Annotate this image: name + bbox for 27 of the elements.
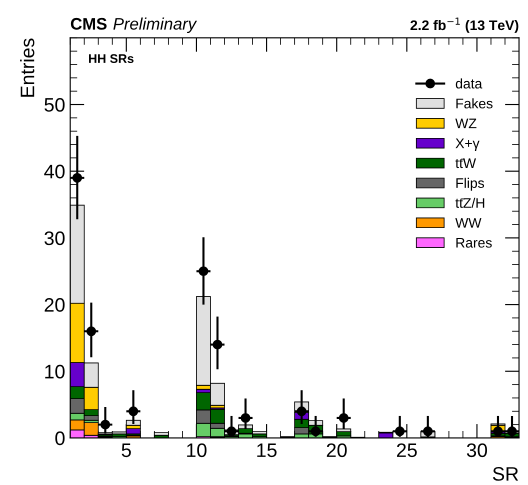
y-tick-label: 40	[44, 164, 65, 178]
y-axis-title: Entries	[20, 38, 34, 97]
y-tick-label: 0	[55, 431, 65, 446]
y-tick-label: 30	[44, 231, 65, 246]
legend-label: WZ	[455, 118, 476, 128]
x-tick-label: 5	[122, 444, 131, 458]
legend-label: Flips	[456, 178, 484, 191]
annotation: HH SRs	[89, 54, 134, 64]
x-tick-label: 15	[257, 444, 277, 458]
legend-label: Rares	[456, 238, 492, 248]
text: Preliminary	[113, 17, 198, 34]
legend-label: Fakes	[456, 98, 493, 108]
y-tick-label: 10	[45, 364, 65, 379]
x-tick-label: 30	[466, 443, 488, 458]
x-tick-label: 10	[187, 443, 207, 458]
legend-label: tt̄Z/H	[455, 198, 484, 208]
legend-label: data	[456, 78, 482, 89]
x-axis-title: SR	[492, 467, 518, 481]
y-tick-label: 20	[44, 298, 65, 312]
y-tick-label: 50	[44, 98, 65, 112]
legend-label: tt̄W	[455, 158, 476, 168]
x-tick-label: 20	[326, 443, 347, 458]
legend-label: X+γ	[456, 138, 480, 151]
text: 2.2 fb$^{−1}$ (13 TeV)	[410, 18, 518, 33]
text: CMS	[70, 18, 107, 30]
x-tick-label: 25	[396, 443, 417, 458]
legend-label: WW	[455, 218, 482, 228]
